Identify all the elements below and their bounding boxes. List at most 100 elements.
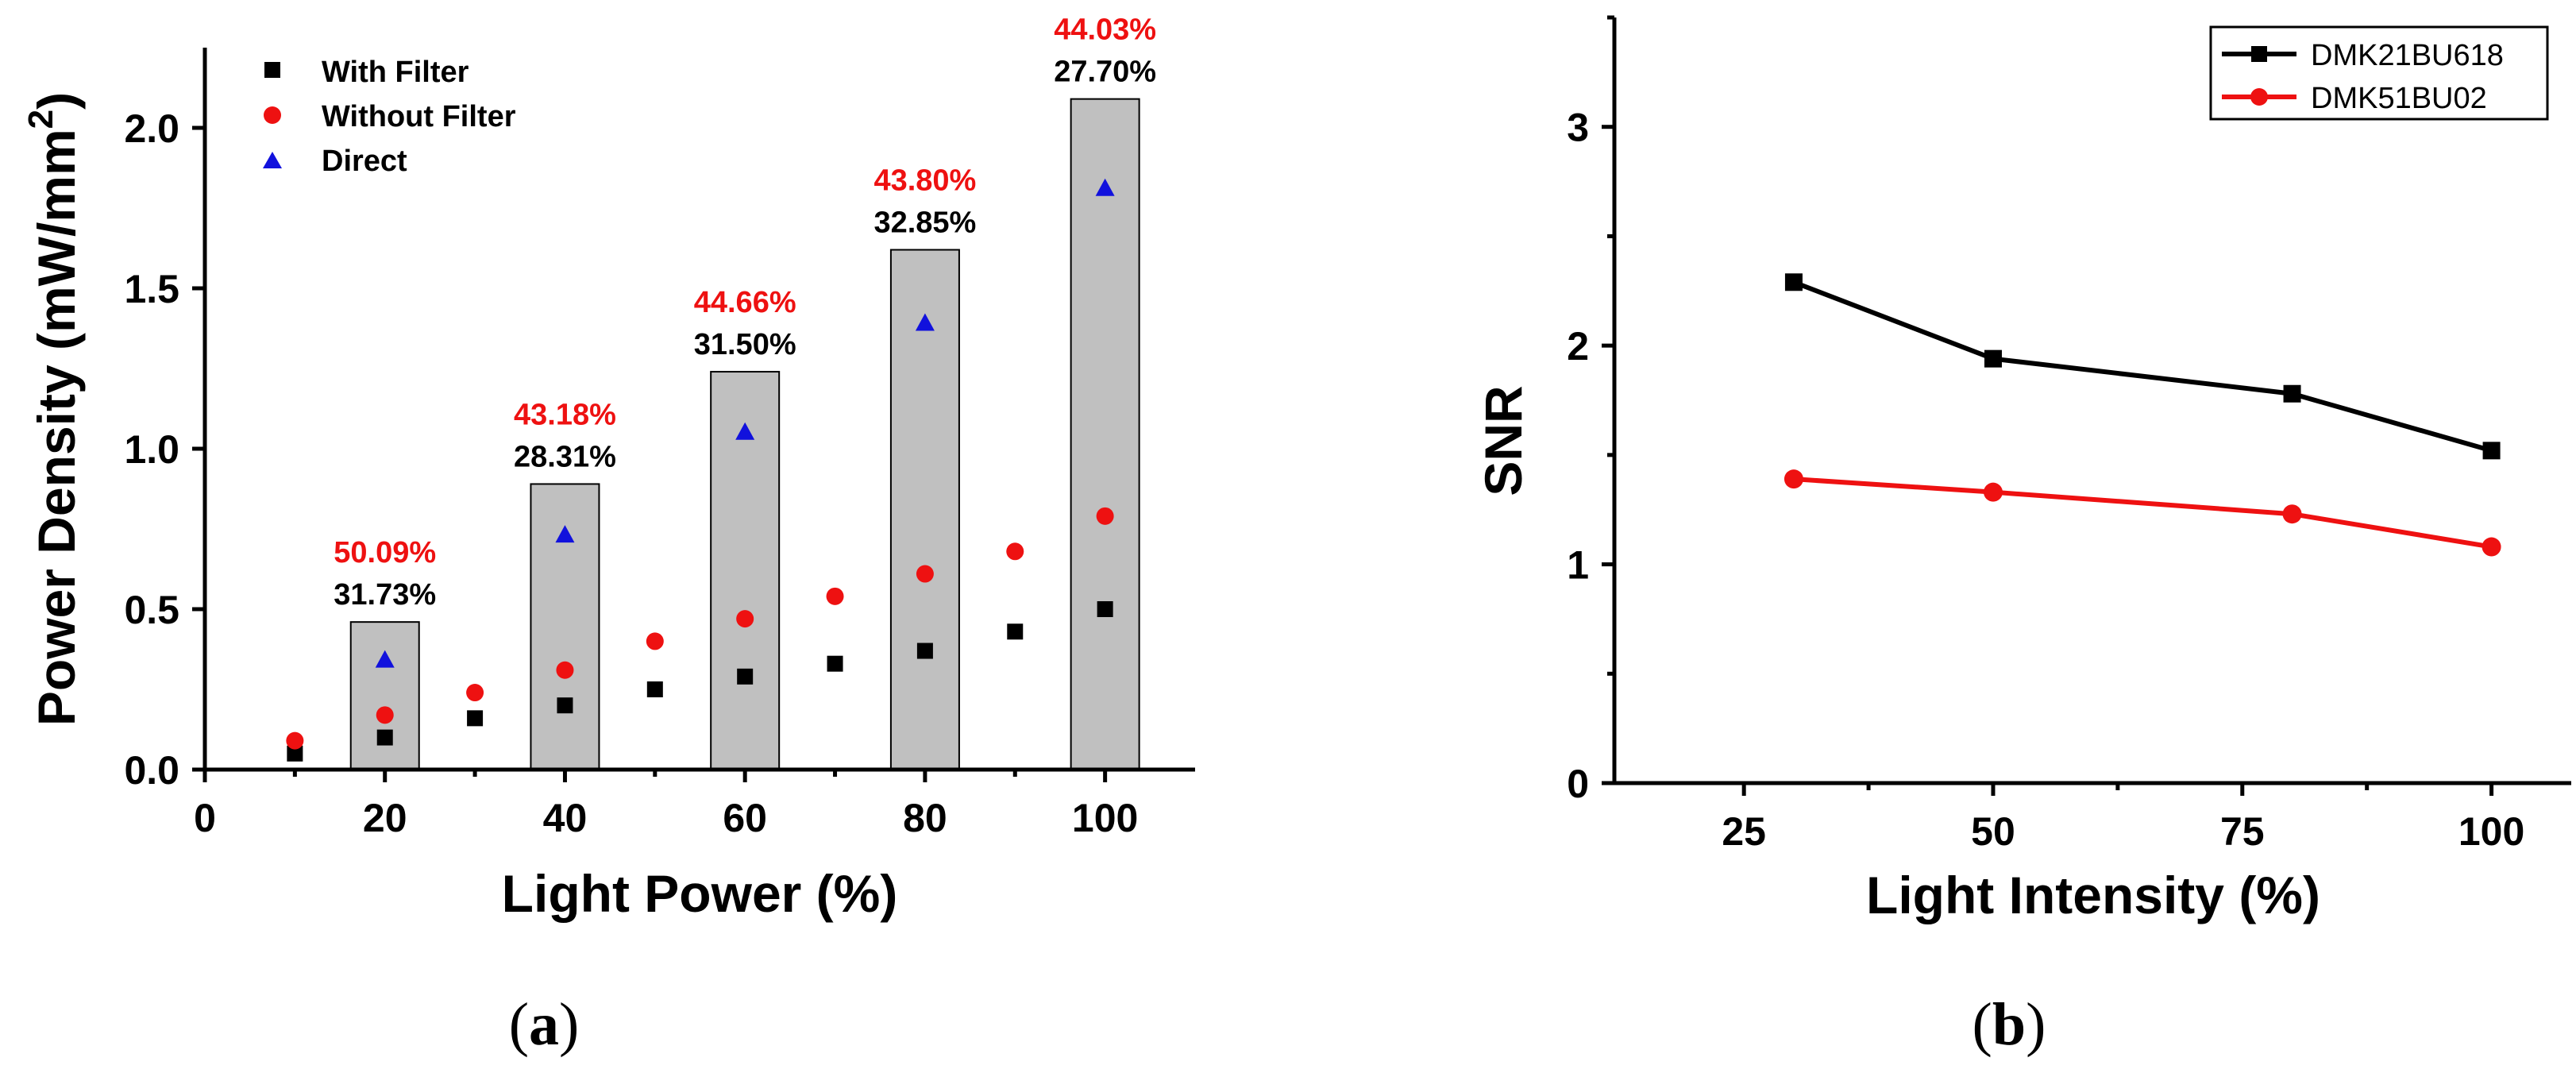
y-tick-label-0-0: 0.0 xyxy=(124,748,179,793)
black-percent-label-100: 27.70% xyxy=(1054,56,1156,89)
series-line-dmk21bu618 xyxy=(1792,280,2493,453)
point-dmk51bu02-100 xyxy=(2482,537,2501,557)
panel-a-y-axis-title: Power Density (mW/mm2) xyxy=(21,92,86,726)
point-without-filter-50 xyxy=(646,632,664,650)
legend-marker-direct xyxy=(263,152,282,168)
point-with-filter-80 xyxy=(916,643,933,659)
point-direct-40 xyxy=(555,525,575,543)
point-dmk51bu02-30 xyxy=(1784,469,1803,489)
panel-a-y-axis-title-close: ) xyxy=(27,92,86,110)
x-tick-label-60: 60 xyxy=(723,796,767,840)
panel-a-bars xyxy=(349,98,1140,770)
point-with-filter-40 xyxy=(557,697,573,714)
b-x-tick-label-100: 100 xyxy=(2458,809,2524,854)
panel-a-chart: 31.73% 50.09% 28.31% 43.18% 31.50% 44.66% 32.8… xyxy=(21,14,1195,1058)
bar-20 xyxy=(349,621,420,770)
legend-label-without-filter: Without Filter xyxy=(322,100,516,133)
panel-a-legend: With Filter Without Filter Direct xyxy=(263,56,516,178)
legend-marker-without-filter xyxy=(264,106,281,124)
y-tick-label-1-5: 1.5 xyxy=(124,267,179,311)
point-dmk51bu02-50 xyxy=(1983,482,2003,502)
point-with-filter-60 xyxy=(737,668,754,685)
point-dmk21bu618-30 xyxy=(1784,273,1803,291)
point-without-filter-10 xyxy=(286,731,304,750)
legend-label-with-filter: With Filter xyxy=(322,56,469,89)
legend-marker-with-filter xyxy=(264,62,280,78)
b-x-tick-label-50: 50 xyxy=(1971,809,2015,854)
point-with-filter-90 xyxy=(1007,623,1024,640)
panel-b-legend: DMK21BU618 DMK51BU02 xyxy=(2209,25,2549,121)
point-with-filter-20 xyxy=(376,729,393,746)
y-tick-label-0-5: 0.5 xyxy=(124,588,179,632)
b-y-tick-label-0: 0 xyxy=(1567,762,1589,806)
red-percent-label-40: 43.18% xyxy=(514,398,616,431)
x-tick-label-100: 100 xyxy=(1072,796,1138,840)
x-tick-label-40: 40 xyxy=(543,796,588,840)
panel-a-label: (a) xyxy=(509,991,580,1058)
panel-a-label-letter: a xyxy=(529,991,559,1058)
legend-label-direct: Direct xyxy=(322,145,407,178)
point-without-filter-40 xyxy=(556,661,574,679)
point-with-filter-70 xyxy=(827,655,843,672)
point-without-filter-60 xyxy=(736,610,754,628)
red-percent-label-60: 44.66% xyxy=(694,286,796,319)
point-direct-20 xyxy=(375,650,395,668)
panel-a-x-axis-title: Light Power (%) xyxy=(502,864,898,923)
point-with-filter-100 xyxy=(1097,601,1113,617)
b-y-tick-label-2: 2 xyxy=(1567,324,1589,369)
legend-label-dmk21bu618: DMK21BU618 xyxy=(2311,39,2504,72)
x-tick-label-20: 20 xyxy=(363,796,407,840)
point-dmk51bu02-80 xyxy=(2282,504,2302,524)
red-percent-label-100: 44.03% xyxy=(1054,14,1156,47)
point-direct-80 xyxy=(915,313,935,331)
black-percent-label-40: 28.31% xyxy=(514,440,616,473)
black-percent-label-20: 31.73% xyxy=(334,578,436,612)
panel-a-percent-labels: 31.73% 50.09% 28.31% 43.18% 31.50% 44.66% 32.8… xyxy=(334,14,1156,612)
panel-a-data-points xyxy=(286,178,1115,762)
legend-marker-dmk51bu02 xyxy=(2250,88,2268,106)
point-without-filter-100 xyxy=(1096,507,1114,525)
red-percent-label-20: 50.09% xyxy=(334,536,436,569)
y-tick-label-2-0: 2.0 xyxy=(124,106,179,151)
point-dmk21bu618-80 xyxy=(2283,384,2301,403)
point-with-filter-50 xyxy=(646,681,663,697)
b-x-tick-label-25: 25 xyxy=(1722,809,1766,854)
red-percent-label-80: 43.80% xyxy=(873,164,976,198)
point-direct-100 xyxy=(1095,178,1115,196)
point-without-filter-20 xyxy=(376,706,394,724)
panel-a-y-axis-title-superscript: 2 xyxy=(21,110,60,129)
panel-b-series xyxy=(1784,273,2501,557)
panel-a-axes xyxy=(202,48,1195,772)
point-dmk21bu618-100 xyxy=(2482,442,2501,460)
b-y-tick-label-1: 1 xyxy=(1567,543,1589,588)
panel-b-axes xyxy=(1612,17,2571,785)
point-direct-60 xyxy=(735,422,755,440)
black-percent-label-60: 31.50% xyxy=(694,328,796,361)
panel-b-y-ticks: 0 1 2 3 xyxy=(1567,15,1614,806)
x-tick-label-80: 80 xyxy=(903,796,947,840)
panel-a-x-ticks: 0 20 40 60 80 100 xyxy=(194,770,1138,840)
point-without-filter-90 xyxy=(1006,542,1024,561)
point-with-filter-30 xyxy=(467,710,484,727)
panel-a-y-axis-title-main: Power Density (mW/mm xyxy=(27,129,86,726)
point-with-filter-10 xyxy=(287,745,303,762)
panel-b-chart: 25 50 75 100 0 1 2 3 Light Intensity (%) SNR D… xyxy=(1474,15,2571,1058)
y-tick-label-1-0: 1.0 xyxy=(124,427,179,472)
panel-b-label: (b) xyxy=(1972,991,2046,1058)
panel-b-label-letter: b xyxy=(1992,991,2026,1058)
panel-a-y-ticks: 0.0 0.5 1.0 1.5 2.0 xyxy=(124,106,205,793)
b-x-tick-label-75: 75 xyxy=(2220,809,2265,854)
legend-marker-dmk21bu618 xyxy=(2251,46,2267,62)
panel-b-y-axis-title: SNR xyxy=(1474,385,1533,496)
b-y-tick-label-3: 3 xyxy=(1567,106,1589,150)
series-line-dmk51bu02 xyxy=(1793,477,2493,550)
x-tick-label-0: 0 xyxy=(194,796,216,840)
point-without-filter-70 xyxy=(826,587,844,605)
legend-label-dmk51bu02: DMK51BU02 xyxy=(2311,82,2487,115)
point-dmk21bu618-50 xyxy=(1984,349,2002,368)
bar-80 xyxy=(889,249,960,770)
panel-b-x-axis-title: Light Intensity (%) xyxy=(1866,866,2320,924)
panel-b-x-ticks: 25 50 75 100 xyxy=(1722,783,2524,854)
black-percent-label-80: 32.85% xyxy=(873,206,976,240)
